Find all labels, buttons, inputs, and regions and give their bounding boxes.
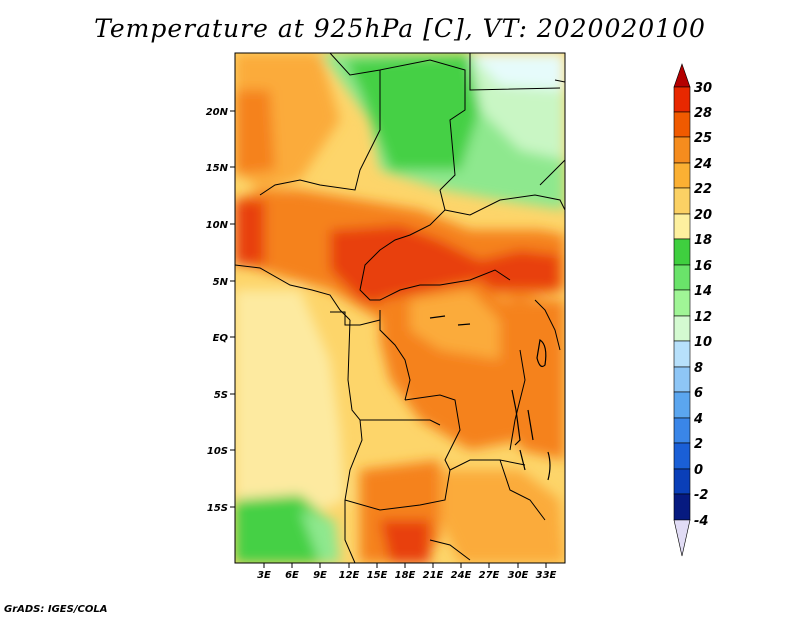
cb-label-18: 18 <box>694 233 712 248</box>
colorbar <box>673 63 691 557</box>
lat-tick-eq: EQ <box>213 333 235 344</box>
lat-tick-15s: 15S <box>207 503 235 514</box>
colorbar-bottom-arrow <box>673 519 691 557</box>
cb-label-neg4: -4 <box>694 514 708 529</box>
cb-label-22: 22 <box>694 182 712 197</box>
colorbar-swatch-24 <box>673 162 691 189</box>
lon-tick-24e: 24E <box>451 563 472 581</box>
svg-text:24E: 24E <box>451 570 472 581</box>
colorbar-swatch-30 <box>673 86 691 113</box>
lon-tick-21e: 21E <box>423 563 444 581</box>
map-frame <box>234 52 566 564</box>
lon-tick-6e: 6E <box>285 563 299 581</box>
lon-tick-15e: 15E <box>367 563 388 581</box>
cb-label-14: 14 <box>694 284 712 299</box>
svg-text:15S: 15S <box>207 503 228 514</box>
svg-text:33E: 33E <box>536 570 557 581</box>
lon-tick-9e: 9E <box>313 563 327 581</box>
svg-text:15N: 15N <box>206 163 229 174</box>
svg-text:5N: 5N <box>213 277 229 288</box>
colorbar-swatch-6 <box>673 391 691 419</box>
cb-label-8: 8 <box>694 361 703 376</box>
svg-text:15E: 15E <box>367 570 388 581</box>
lat-tick-10s: 10S <box>207 446 235 457</box>
colorbar-swatch-20 <box>673 213 691 240</box>
lon-tick-33e: 33E <box>536 563 557 581</box>
lat-tick-10n: 10N <box>206 220 235 231</box>
colorbar-swatch-4 <box>673 417 691 444</box>
colorbar-swatch-28 <box>673 111 691 138</box>
grads-credit: GrADS: IGES/COLA <box>4 604 108 615</box>
svg-text:21E: 21E <box>423 570 444 581</box>
colorbar-swatch-10 <box>673 340 691 368</box>
colorbar-swatch-0 <box>673 468 691 495</box>
cb-label-24: 24 <box>694 157 712 172</box>
cb-label-20: 20 <box>694 208 712 223</box>
lat-tick-5n: 5N <box>213 277 235 288</box>
svg-text:18E: 18E <box>395 570 416 581</box>
cb-label-25: 25 <box>694 131 712 146</box>
colorbar-swatch-12 <box>673 315 691 342</box>
cb-label-6: 6 <box>694 386 703 401</box>
country-borders <box>235 53 565 563</box>
lakes <box>429 315 551 481</box>
svg-text:10S: 10S <box>207 446 228 457</box>
svg-text:9E: 9E <box>313 570 327 581</box>
svg-text:10N: 10N <box>206 220 229 231</box>
lon-tick-30e: 30E <box>508 563 529 581</box>
lon-tick-12e: 12E <box>339 563 360 581</box>
svg-text:6E: 6E <box>285 570 299 581</box>
lat-tick-20n: 20N <box>206 107 235 118</box>
svg-text:27E: 27E <box>479 570 500 581</box>
svg-text:3E: 3E <box>257 570 271 581</box>
lat-tick-15n: 15N <box>206 163 235 174</box>
cb-label-2: 2 <box>694 437 703 452</box>
cb-label-10: 10 <box>694 335 712 350</box>
lat-tick-5s: 5S <box>214 390 235 401</box>
map-title: Temperature at 925hPa [C], VT: 202002010… <box>94 14 706 43</box>
cb-label-4: 4 <box>693 412 703 427</box>
colorbar-swatch-14 <box>673 289 691 317</box>
cb-label-16: 16 <box>694 259 712 274</box>
colorbar-swatch-neg2 <box>673 493 691 521</box>
cb-label-28: 28 <box>694 106 712 121</box>
colorbar-swatch-2 <box>673 442 691 470</box>
cb-label-neg2: -2 <box>694 488 708 503</box>
svg-text:EQ: EQ <box>213 333 229 344</box>
lon-tick-27e: 27E <box>479 563 500 581</box>
colorbar-swatch-18 <box>673 238 691 266</box>
colorbar-swatch-8 <box>673 366 691 393</box>
temperature-field <box>235 53 565 563</box>
colorbar-labels: 30 28 25 24 22 20 18 16 14 12 10 8 6 4 2… <box>693 81 712 529</box>
latitude-axis: 20N 15N 10N 5N EQ 5S 10S 15S <box>206 107 235 514</box>
svg-text:12E: 12E <box>339 570 360 581</box>
cb-label-12: 12 <box>694 310 712 325</box>
colorbar-swatch-16 <box>673 264 691 291</box>
svg-text:5S: 5S <box>214 390 228 401</box>
cb-label-0: 0 <box>694 463 703 478</box>
svg-text:30E: 30E <box>508 570 529 581</box>
colorbar-swatch-25 <box>673 136 691 164</box>
lon-tick-18e: 18E <box>395 563 416 581</box>
cb-label-30: 30 <box>694 81 712 96</box>
colorbar-top-arrow <box>673 63 691 88</box>
svg-text:20N: 20N <box>206 107 229 118</box>
longitude-axis: 3E 6E 9E 12E 15E 18E 21E 24E 27E 30E 33E <box>257 563 557 581</box>
colorbar-swatch-22 <box>673 187 691 215</box>
lon-tick-3e: 3E <box>257 563 271 581</box>
